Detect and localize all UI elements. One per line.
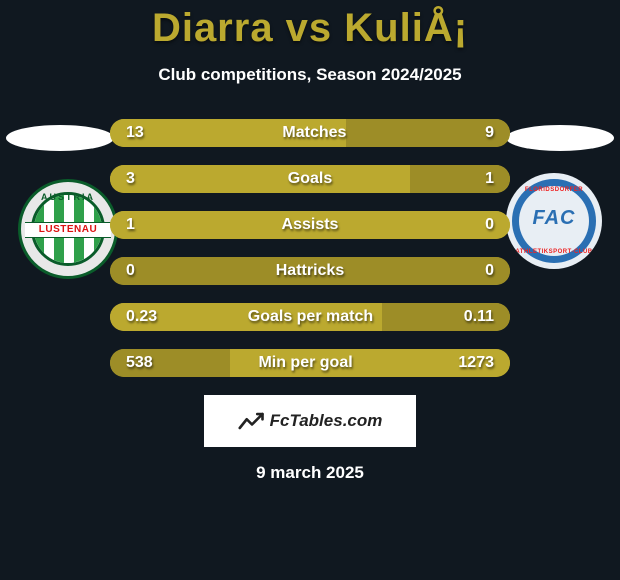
stat-bar: 0.23 Goals per match 0.11 [110, 303, 510, 331]
club-logo-left: AUSTRIA LUSTENAU [18, 179, 118, 279]
player-portrait-left-placeholder [6, 125, 114, 151]
stat-value-left: 3 [126, 170, 135, 188]
stat-value-right: 1273 [458, 354, 494, 372]
stat-value-right: 9 [485, 124, 494, 142]
stat-bar: 3 Goals 1 [110, 165, 510, 193]
fctables-logo-icon [238, 410, 266, 432]
stat-value-right: 1 [485, 170, 494, 188]
comparison-content: AUSTRIA LUSTENAU FLORIDSDORFER FAC ATHLE… [0, 119, 620, 483]
fac-arc-bottom: ATHLETIKSPORT-CLUB [506, 249, 602, 255]
date-line: 9 march 2025 [0, 463, 620, 483]
stat-bar-fill-right [410, 165, 510, 193]
stat-value-right: 0 [485, 262, 494, 280]
stat-value-left: 538 [126, 354, 153, 372]
stat-bar: 538 Min per goal 1273 [110, 349, 510, 377]
stat-label: Assists [282, 216, 339, 234]
stat-label: Goals [288, 170, 332, 188]
stat-value-left: 13 [126, 124, 144, 142]
fac-arc-top: FLORIDSDORFER [506, 187, 602, 193]
stat-label: Min per goal [258, 354, 352, 372]
club-logo-right: FLORIDSDORFER FAC ATHLETIKSPORT-CLUB [506, 173, 602, 269]
lustenau-banner: LUSTENAU [25, 222, 111, 238]
stat-value-right: 0 [485, 216, 494, 234]
fac-code: FAC [506, 207, 602, 230]
stat-label: Goals per match [248, 308, 373, 326]
lustenau-logo-icon: AUSTRIA LUSTENAU [18, 179, 118, 299]
watermark-text: FcTables.com [270, 411, 383, 431]
player-portrait-right-placeholder [506, 125, 614, 151]
stat-value-left: 1 [126, 216, 135, 234]
stat-bar-fill-left [110, 165, 410, 193]
watermark-box: FcTables.com [204, 395, 416, 447]
stat-bar: 13 Matches 9 [110, 119, 510, 147]
stat-bars: 13 Matches 9 3 Goals 1 1 Assists 0 0 Hattricks 0 0.2… [110, 119, 510, 377]
fac-logo-icon: FLORIDSDORFER FAC ATHLETIKSPORT-CLUB [506, 173, 602, 269]
stat-label: Hattricks [276, 262, 344, 280]
stat-label: Matches [282, 124, 346, 142]
stat-value-left: 0.23 [126, 308, 157, 326]
subtitle: Club competitions, Season 2024/2025 [0, 65, 620, 85]
page-title: Diarra vs KuliÅ¡ [0, 0, 620, 51]
lustenau-arc-text: AUSTRIA [41, 192, 95, 202]
stat-value-left: 0 [126, 262, 135, 280]
stat-bar: 1 Assists 0 [110, 211, 510, 239]
stat-bar: 0 Hattricks 0 [110, 257, 510, 285]
stat-value-right: 0.11 [464, 308, 494, 326]
